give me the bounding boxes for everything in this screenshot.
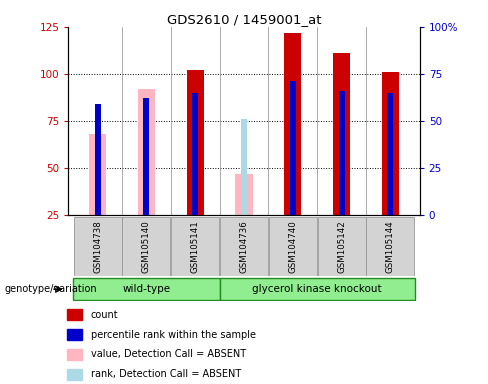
Bar bbox=[333, 53, 350, 215]
Text: GSM105141: GSM105141 bbox=[191, 220, 200, 273]
Text: genotype/variation: genotype/variation bbox=[5, 284, 98, 294]
Text: GSM105144: GSM105144 bbox=[386, 220, 395, 273]
Bar bbox=[67, 369, 82, 379]
Bar bbox=[220, 217, 268, 276]
Bar bbox=[138, 89, 155, 215]
Bar bbox=[122, 217, 170, 276]
Text: count: count bbox=[91, 310, 119, 320]
Bar bbox=[192, 93, 198, 215]
Bar bbox=[366, 217, 414, 276]
Text: glycerol kinase knockout: glycerol kinase knockout bbox=[252, 284, 382, 294]
Text: wild-type: wild-type bbox=[122, 284, 170, 294]
Text: GSM105142: GSM105142 bbox=[337, 220, 346, 273]
Bar bbox=[236, 174, 253, 215]
Bar bbox=[67, 329, 82, 340]
Bar bbox=[220, 278, 415, 300]
Title: GDS2610 / 1459001_at: GDS2610 / 1459001_at bbox=[167, 13, 321, 26]
Text: GSM104740: GSM104740 bbox=[288, 220, 297, 273]
Text: GSM105140: GSM105140 bbox=[142, 220, 151, 273]
Bar bbox=[382, 72, 399, 215]
Bar bbox=[387, 93, 393, 215]
Bar bbox=[67, 310, 82, 320]
Bar bbox=[187, 70, 204, 215]
Text: GSM104738: GSM104738 bbox=[93, 220, 102, 273]
Bar bbox=[285, 33, 302, 215]
Bar bbox=[241, 119, 247, 215]
Bar bbox=[73, 278, 220, 300]
Bar bbox=[74, 217, 122, 276]
Text: rank, Detection Call = ABSENT: rank, Detection Call = ABSENT bbox=[91, 369, 241, 379]
Bar bbox=[67, 349, 82, 360]
Bar bbox=[171, 217, 219, 276]
Bar bbox=[339, 91, 345, 215]
Bar bbox=[95, 104, 101, 215]
Text: percentile rank within the sample: percentile rank within the sample bbox=[91, 329, 256, 339]
Text: GSM104736: GSM104736 bbox=[240, 220, 248, 273]
Bar bbox=[269, 217, 317, 276]
Bar bbox=[89, 134, 106, 215]
Bar bbox=[290, 81, 296, 215]
Bar bbox=[143, 98, 149, 215]
Text: value, Detection Call = ABSENT: value, Detection Call = ABSENT bbox=[91, 349, 246, 359]
Bar bbox=[318, 217, 366, 276]
